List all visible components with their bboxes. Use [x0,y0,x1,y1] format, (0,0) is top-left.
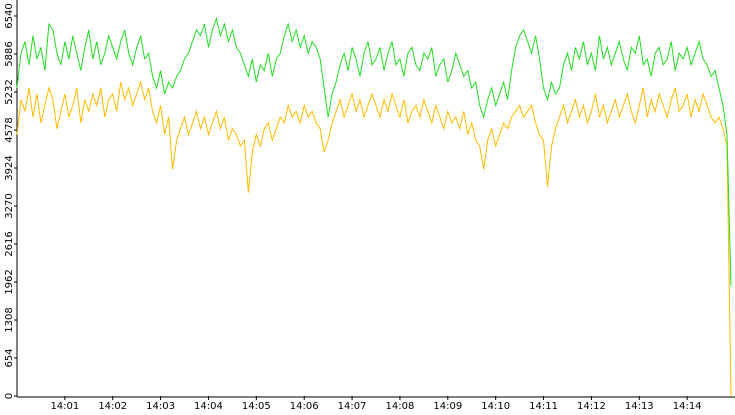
x-tick-label: 14:02 [98,401,127,412]
y-tick-label: 1962 [4,269,15,294]
y-tick-label: 5886 [4,41,15,66]
y-tick-label: 6540 [4,3,15,28]
x-tick-label: 14:06 [290,401,319,412]
x-tick-label: 14:14 [673,401,702,412]
x-tick-label: 14:03 [146,401,175,412]
y-tick-label: 5232 [4,79,15,104]
x-tick-label: 14:08 [386,401,415,412]
y-tick-label: 2616 [4,231,15,256]
y-tick-label: 1308 [4,307,15,332]
y-tick-label: 3924 [4,155,15,180]
series-line [16,16,732,286]
y-tick-label: 3270 [4,193,15,218]
x-tick-label: 14:04 [194,401,223,412]
x-tick-label: 14:05 [242,401,271,412]
x-tick-label: 14:11 [529,401,558,412]
x-tick-label: 14:13 [625,401,654,412]
x-tick-label: 14:01 [50,401,79,412]
y-tick-label: 0 [4,393,15,399]
x-tick-label: 14:12 [577,401,606,412]
x-tick-label: 14:10 [481,401,510,412]
y-tick-label: 4578 [4,117,15,142]
y-tick-label: 654 [4,348,15,367]
x-tick-label: 14:09 [433,401,462,412]
series-line [16,80,732,397]
x-tick-label: 14:07 [338,401,367,412]
